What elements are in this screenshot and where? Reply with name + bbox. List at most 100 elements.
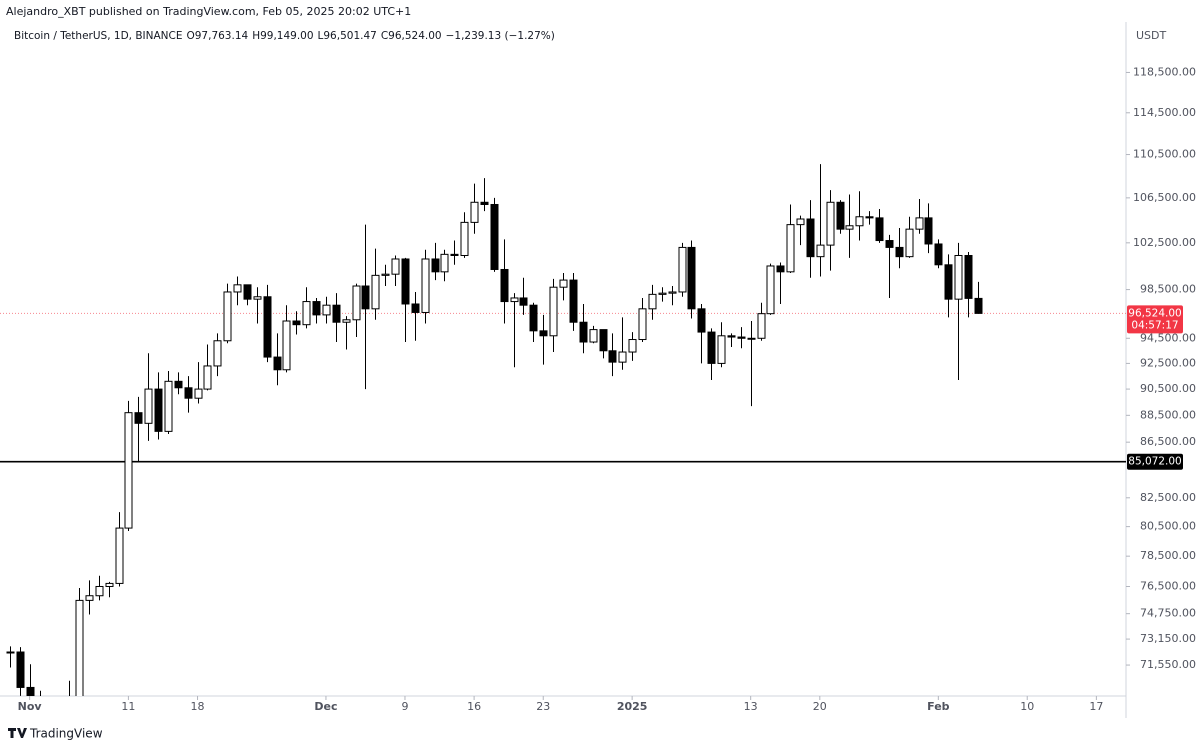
candle-body (875, 217, 884, 242)
candle-body (747, 337, 756, 340)
candle-body (924, 217, 933, 245)
y-tick-label: 118,500.00 (1133, 65, 1196, 78)
ohlc: H99,149.00 (252, 30, 313, 42)
y-tick-label: 90,500.00 (1140, 382, 1196, 395)
x-tick-label: 9 (401, 700, 408, 713)
ohlc-change: −1,239.13 (−1.27%) (446, 30, 555, 42)
candle-body (213, 340, 222, 367)
candle-body (352, 285, 361, 321)
candle-body (174, 380, 183, 389)
y-tick-label: 114,500.00 (1133, 106, 1196, 119)
candle-body (727, 335, 736, 338)
logo-icon (8, 728, 27, 738)
candle-body (203, 365, 212, 390)
candle-body (401, 258, 410, 305)
candle-body (559, 279, 568, 288)
ohlc: O97,763.14 (186, 30, 248, 42)
candle-body (124, 412, 133, 529)
y-tick-label: 82,500.00 (1140, 491, 1196, 504)
candle-body (845, 225, 854, 230)
candle-body (322, 304, 331, 316)
x-tick-label: Nov (18, 700, 43, 713)
horizontal-line-label-box (1127, 453, 1183, 470)
candle-body (233, 284, 242, 293)
candle-body (273, 356, 282, 371)
candle-body (490, 203, 499, 270)
candle-body (253, 296, 262, 300)
y-tick-label: 78,500.00 (1140, 549, 1196, 562)
candle-body (737, 336, 746, 339)
last-price-box (1127, 305, 1183, 334)
candle-body (895, 246, 904, 258)
candle-body (332, 304, 341, 323)
y-tick-label: 80,500.00 (1140, 520, 1196, 533)
candle-body (342, 319, 351, 323)
candle-body (243, 284, 252, 300)
ohlc: L96,501.47 (318, 30, 377, 42)
candle-body (687, 246, 696, 310)
candle-body (6, 651, 15, 654)
candle-body (460, 221, 469, 256)
candle-body (608, 350, 617, 363)
candle-body (26, 686, 35, 696)
last-price-label: 96,524.00 (1128, 307, 1181, 319)
y-tick-label: 106,500.00 (1133, 191, 1196, 204)
y-tick-label: 94,500.00 (1140, 331, 1196, 344)
candle-body (589, 329, 598, 343)
candle-body (885, 240, 894, 248)
candle-body (816, 244, 825, 258)
candle-body (766, 265, 775, 315)
candle-body (312, 301, 321, 316)
candle-body (628, 339, 637, 353)
candle-body (431, 258, 440, 273)
candle-body (450, 253, 459, 256)
candle-body (618, 351, 627, 363)
candle-body (638, 308, 647, 341)
x-tick-label: Dec (314, 700, 337, 713)
x-tick-label: 13 (744, 700, 758, 713)
candle-body (697, 308, 706, 333)
candle-body (658, 292, 667, 295)
y-unit: USDT (1136, 29, 1167, 42)
candle-body (134, 412, 143, 424)
candle-body (599, 329, 608, 352)
x-tick-label: 16 (467, 700, 481, 713)
plot-area (0, 164, 1126, 696)
y-tick-label: 71,550.00 (1140, 658, 1196, 671)
candle-body (302, 301, 311, 326)
candle-body (707, 331, 716, 364)
candle-body (579, 321, 588, 343)
symbol-title: Bitcoin / TetherUS, 1D, BINANCE (14, 30, 182, 42)
candle-body (421, 258, 430, 313)
candle-body (519, 297, 528, 306)
x-tick-label: 11 (121, 700, 135, 713)
y-tick-label: 86,500.00 (1140, 435, 1196, 448)
candle-body (717, 335, 726, 364)
candle-body (865, 216, 874, 219)
candle-body (549, 286, 558, 337)
candle-body (974, 297, 983, 314)
y-tick-label: 73,150.00 (1140, 632, 1196, 645)
candle-body (292, 320, 301, 326)
candle-body (361, 285, 370, 310)
candle-body (964, 254, 973, 299)
candle-body (757, 313, 766, 339)
horizontal-line-label: 85,072.00 (1128, 456, 1181, 468)
logo-text: TradingView (29, 727, 103, 741)
candle-body (480, 201, 489, 205)
candle-body (144, 388, 153, 424)
x-tick-label: 2025 (617, 700, 648, 713)
y-tick-label: 102,500.00 (1133, 236, 1196, 249)
candle-body (105, 582, 114, 587)
candle-body (539, 330, 548, 337)
candle-body (263, 296, 272, 358)
candle-body (806, 218, 815, 258)
x-tick-label: 20 (813, 700, 827, 713)
legend: Bitcoin / TetherUS, 1D, BINANCE O97,763.1… (14, 30, 555, 42)
candle-body (569, 279, 578, 323)
x-tick-label: 10 (1020, 700, 1034, 713)
candle-body (371, 274, 380, 310)
candle-body (786, 224, 795, 273)
candle-body (836, 201, 845, 230)
